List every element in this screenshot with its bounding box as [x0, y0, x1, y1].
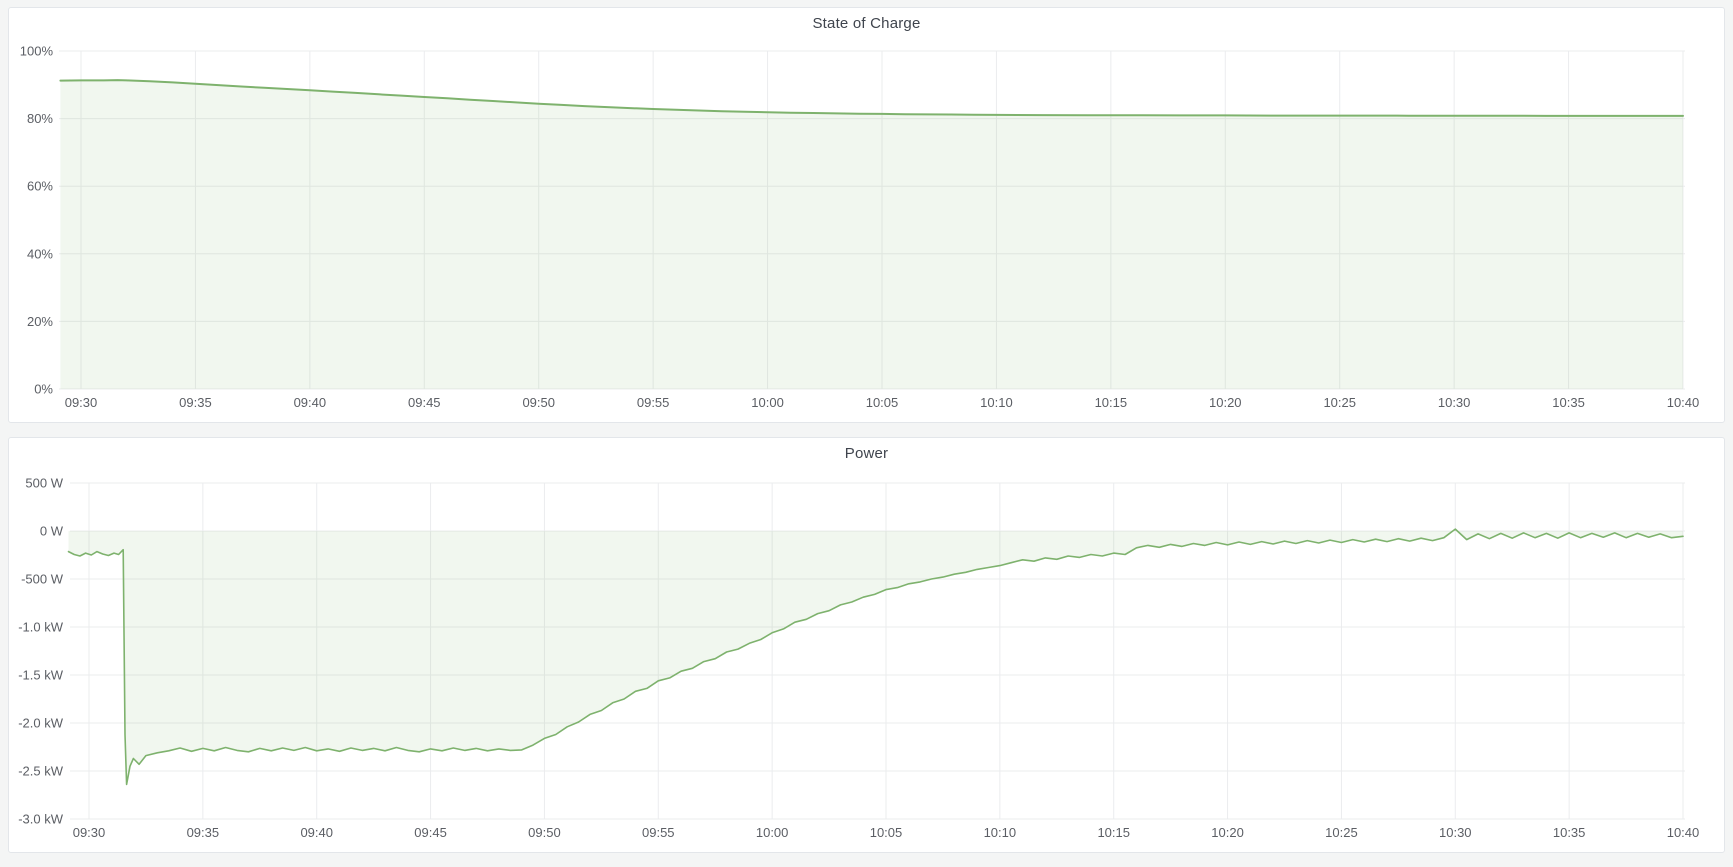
x-tick-label: 09:30: [73, 825, 106, 840]
y-tick-label: 20%: [27, 314, 53, 329]
x-tick-label: 10:10: [984, 825, 1017, 840]
x-tick-label: 09:35: [179, 395, 212, 410]
power-chart[interactable]: 500 W 0 W -500 W -1.0 kW -1.5 kW -2.0 kW -2.5 …: [9, 438, 1724, 852]
x-tick-label: 09:35: [187, 825, 220, 840]
x-tick-label: 10:05: [870, 825, 903, 840]
y-tick-label: -2.0 kW: [18, 716, 64, 731]
x-tick-label: 09:40: [294, 395, 327, 410]
x-tick-label: 10:10: [980, 395, 1013, 410]
x-tick-label: 09:55: [642, 825, 675, 840]
y-tick-label: -1.5 kW: [18, 668, 64, 683]
x-tick-label: 10:40: [1667, 395, 1700, 410]
y-tick-label: -2.5 kW: [18, 764, 64, 779]
x-tick-label: 09:50: [528, 825, 561, 840]
panel-power: Power 500 W 0 W -500 W -1.0 kW -1.5 kW -2.0 k…: [8, 437, 1725, 853]
x-tick-label: 10:15: [1097, 825, 1130, 840]
y-tick-label: 0%: [34, 382, 53, 397]
x-tick-label: 10:35: [1553, 825, 1586, 840]
x-tick-label: 10:05: [866, 395, 899, 410]
x-tick-label: 10:25: [1325, 825, 1358, 840]
series-area: [68, 529, 1683, 785]
x-tick-label: 10:30: [1439, 825, 1472, 840]
y-tick-label: 60%: [27, 179, 53, 194]
y-tick-label: -3.0 kW: [18, 812, 64, 827]
y-tick-label: -500 W: [21, 572, 64, 587]
x-tick-label: 09:55: [637, 395, 670, 410]
x-tick-label: 10:20: [1211, 825, 1244, 840]
panel-title[interactable]: Power: [844, 445, 889, 462]
series-area: [60, 80, 1683, 389]
y-tick-label: -1.0 kW: [18, 620, 64, 635]
x-tick-label: 10:35: [1552, 395, 1585, 410]
y-tick-label: 100%: [20, 44, 54, 59]
y-tick-label: 40%: [27, 246, 53, 261]
x-tick-label: 10:20: [1209, 395, 1242, 410]
x-tick-label: 10:25: [1323, 395, 1356, 410]
x-tick-label: 09:40: [300, 825, 333, 840]
x-tick-label: 10:40: [1667, 825, 1700, 840]
series-line: [59, 79, 1684, 117]
x-tick-label: 10:00: [751, 395, 784, 410]
x-tick-label: 09:50: [522, 395, 555, 410]
y-tick-label: 500 W: [25, 476, 63, 491]
panel-title[interactable]: State of Charge: [812, 15, 921, 32]
x-tick-label: 09:45: [408, 395, 441, 410]
y-tick-label: 80%: [27, 111, 53, 126]
series-line: [67, 528, 1684, 786]
panel-state-of-charge: State of Charge 100% 80% 60% 40% 20% 0% 09:30 0…: [8, 7, 1725, 423]
x-tick-label: 10:00: [756, 825, 789, 840]
x-tick-label: 09:30: [65, 395, 98, 410]
x-tick-label: 10:30: [1438, 395, 1471, 410]
y-tick-label: 0 W: [40, 524, 64, 539]
x-tick-label: 10:15: [1095, 395, 1128, 410]
x-tick-label: 09:45: [414, 825, 447, 840]
state-of-charge-chart[interactable]: 100% 80% 60% 40% 20% 0% 09:30 09:35 09:40 09:45 09…: [9, 8, 1724, 422]
